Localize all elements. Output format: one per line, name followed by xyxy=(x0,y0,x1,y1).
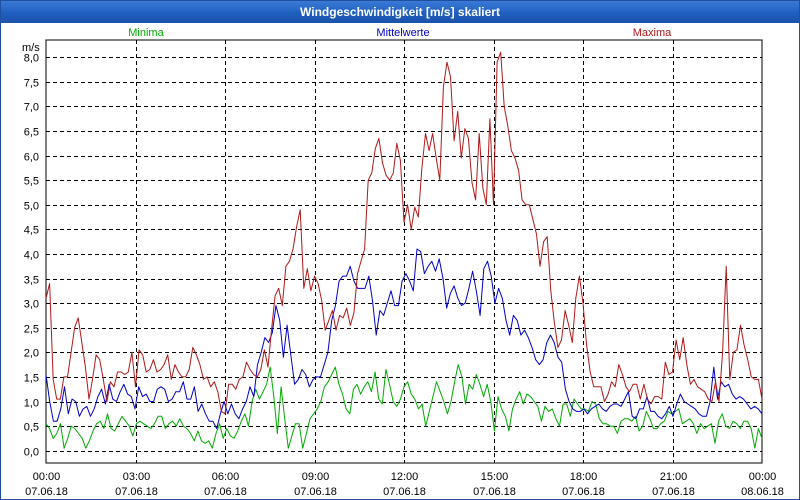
series-line-mittelwerte xyxy=(45,248,763,430)
x-tick-time: 12:00 xyxy=(391,471,419,483)
x-tick-time: 21:00 xyxy=(660,471,688,483)
x-tick-date: 07.06.18 xyxy=(115,486,158,498)
x-tick-time: 15:00 xyxy=(481,471,509,483)
y-tick-label: 1,0 xyxy=(24,398,39,410)
x-tick-date: 07.06.18 xyxy=(562,486,605,498)
legend-maxima: Maxima xyxy=(633,27,672,39)
x-tick-time: 00:00 xyxy=(33,471,61,483)
x-tick-time: 00:00 xyxy=(749,471,777,483)
x-tick-date: 07.06.18 xyxy=(294,486,337,498)
window-title: Windgeschwindigkeit [m/s] skaliert xyxy=(1,1,799,23)
x-tick-date: 07.06.18 xyxy=(204,486,247,498)
y-tick-label: 3,5 xyxy=(24,275,39,287)
y-axis-label: m/s xyxy=(22,42,40,54)
series-line-maxima xyxy=(45,51,763,415)
y-tick-label: 7,5 xyxy=(24,78,39,90)
x-tick-date: 08.06.18 xyxy=(741,486,784,498)
y-tick-label: 1,5 xyxy=(24,373,39,385)
x-tick-time: 03:00 xyxy=(123,471,151,483)
y-tick-label: 0,5 xyxy=(24,422,39,434)
x-tick-date: 07.06.18 xyxy=(473,486,516,498)
y-tick-label: 2,5 xyxy=(24,324,39,336)
x-tick-time: 18:00 xyxy=(570,471,598,483)
x-tick-time: 09:00 xyxy=(302,471,330,483)
x-tick-date: 07.06.18 xyxy=(652,486,695,498)
legend-minima: Minima xyxy=(128,27,164,39)
x-tick-date: 07.06.18 xyxy=(25,486,68,498)
y-tick-label: 0,0 xyxy=(24,447,39,459)
y-tick-label: 7,0 xyxy=(24,102,39,114)
legend-mittelwerte: Mittelwerte xyxy=(376,27,429,39)
y-tick-label: 3,0 xyxy=(24,299,39,311)
y-tick-label: 6,0 xyxy=(24,152,39,164)
y-tick-label: 4,0 xyxy=(24,250,39,262)
y-tick-label: 2,0 xyxy=(24,348,39,360)
y-tick-label: 4,5 xyxy=(24,225,39,237)
x-tick-date: 07.06.18 xyxy=(383,486,426,498)
y-tick-label: 5,5 xyxy=(24,176,39,188)
series-line-minima xyxy=(45,364,763,449)
y-tick-label: 5,0 xyxy=(24,201,39,213)
y-tick-label: 6,5 xyxy=(24,127,39,139)
y-tick-label: 8,0 xyxy=(24,53,39,65)
x-tick-time: 06:00 xyxy=(212,471,240,483)
